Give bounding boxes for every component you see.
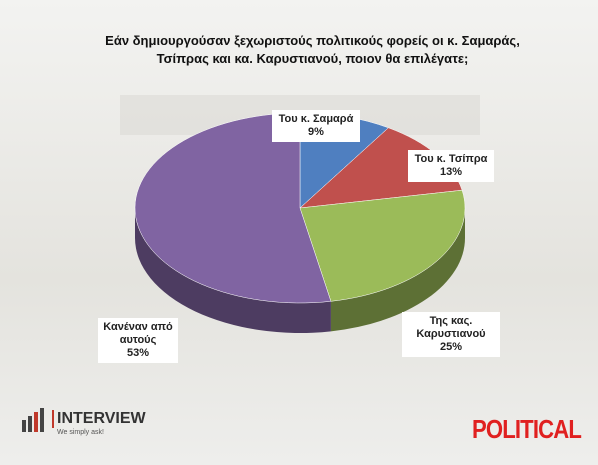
chart-title: Εάν δημιουργούσαν ξεχωριστούς πολιτικούς… xyxy=(105,33,520,66)
category-label: Της κας. Καρυστιανού xyxy=(416,315,486,340)
slice-side xyxy=(135,208,331,333)
category-label: Του κ. Σαμαρά xyxy=(278,113,354,125)
data-label: Της κας. Καρυστιανού 25% xyxy=(402,312,500,357)
interview-tagline: We simply ask! xyxy=(57,429,104,436)
slice xyxy=(134,112,332,304)
data-label: Του κ. Τσίπρα 13% xyxy=(408,150,494,182)
category-label: Κανέναν από αυτούς xyxy=(103,321,173,346)
interview-logo-icon xyxy=(22,408,44,432)
slice-side xyxy=(330,208,465,332)
value-label: 25% xyxy=(439,341,463,353)
value-label: 53% xyxy=(126,347,150,359)
slice xyxy=(299,189,466,302)
data-label: Του κ. Σαμαρά 9% xyxy=(272,110,360,142)
political-logo: POLITICAL xyxy=(472,414,582,444)
value-label: 13% xyxy=(439,166,463,178)
category-label: Του κ. Τσίπρα xyxy=(414,153,488,165)
interview-logo: INTERVIEW xyxy=(52,410,146,428)
value-label: 9% xyxy=(308,126,324,138)
data-label: Κανέναν από αυτούς 53% xyxy=(98,318,178,363)
